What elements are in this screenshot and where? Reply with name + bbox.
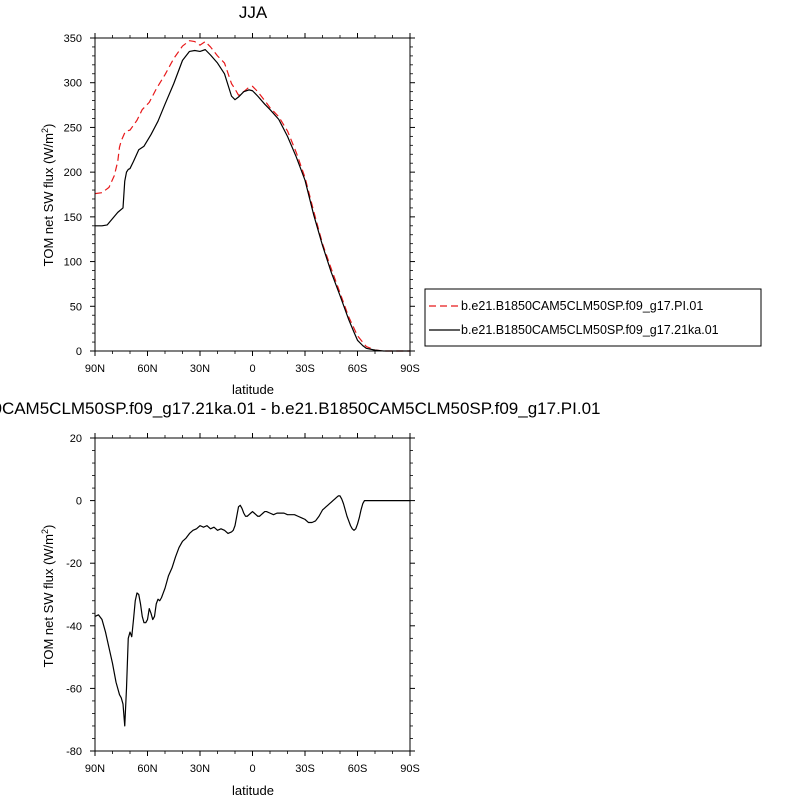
x-tick-label: 60S: [348, 763, 368, 775]
x-tick-label: 30N: [190, 363, 210, 375]
panel-title: JJA: [239, 3, 268, 22]
series-line-0: [94, 40, 410, 352]
y-tick-label: 0: [76, 346, 82, 358]
x-tick-label: 30S: [295, 363, 315, 375]
x-tick-label: 90N: [85, 763, 105, 775]
y-axis-ticks: -80 -60 -40 -20 0 20: [66, 433, 415, 758]
x-tick-label: 60N: [137, 363, 157, 375]
x-tick-label: 0: [249, 363, 255, 375]
series-line-1: [95, 49, 410, 352]
x-tick-label: 30N: [190, 763, 210, 775]
x-axis-ticks: 90N 60N 30N 0 30S 60S 90S: [85, 33, 420, 375]
series-layer: [94, 495, 410, 727]
x-tick-label: 90N: [85, 363, 105, 375]
y-axis-title-superscript: 2: [40, 529, 50, 534]
y-axis-title-close: ): [41, 525, 56, 529]
y-tick-label: 150: [64, 212, 82, 224]
y-tick-label: 300: [64, 78, 82, 90]
plot-frame: [94, 37, 411, 352]
y-axis-title: TOM net SW flux (W/m2): [40, 525, 56, 668]
y-tick-label: -20: [66, 558, 82, 570]
x-tick-label: 60S: [348, 363, 368, 375]
legend: b.e21.B1850CAM5CLM50SP.f09_g17.PI.01 b.e…: [424, 288, 762, 347]
y-axis-title-close: ): [41, 124, 56, 128]
y-axis-title-superscript: 2: [40, 128, 50, 133]
series-line-0: [94, 495, 410, 727]
y-axis-title: TOM net SW flux (W/m2): [40, 124, 56, 267]
y-tick-label: -80: [66, 746, 82, 758]
y-tick-label: 0: [76, 496, 82, 508]
x-tick-label: 0: [249, 763, 255, 775]
y-tick-label: 100: [64, 257, 82, 269]
plot-frame: [94, 437, 411, 752]
x-tick-label: 90S: [400, 363, 420, 375]
panel-title: b.e21.B1850CAM5CLM50SP.f09_g17.21ka.01 -…: [0, 399, 600, 418]
difference-panel: b.e21.B1850CAM5CLM50SP.f09_g17.21ka.01 -…: [0, 399, 600, 798]
y-axis-title-text: TOM net SW flux (W/m: [41, 534, 56, 667]
y-axis-title-text: TOM net SW flux (W/m: [41, 133, 56, 266]
y-tick-label: 200: [64, 167, 82, 179]
legend-label-pi: b.e21.B1850CAM5CLM50SP.f09_g17.PI.01: [461, 299, 703, 313]
y-tick-label: -60: [66, 683, 82, 695]
x-tick-label: 90S: [400, 763, 420, 775]
y-tick-label: 350: [64, 33, 82, 45]
legend-label-21ka: b.e21.B1850CAM5CLM50SP.f09_g17.21ka.01: [461, 323, 719, 337]
legend-box: [424, 288, 762, 347]
x-axis-title: latitude: [232, 783, 274, 798]
x-tick-label: 60N: [137, 763, 157, 775]
x-tick-label: 30S: [295, 763, 315, 775]
series-layer: [94, 40, 410, 352]
y-tick-label: 50: [70, 301, 82, 313]
y-tick-label: -40: [66, 621, 82, 633]
flux-panel: JJA 0 50 100 150 200 250 300 350 90N 60N 30N 0 30S 6…: [40, 3, 420, 397]
y-tick-label: 250: [64, 122, 82, 134]
y-tick-label: 20: [70, 433, 82, 445]
y-axis-ticks: 0 50 100 150 200 250 300 350: [64, 33, 415, 358]
x-axis-title: latitude: [232, 382, 274, 397]
